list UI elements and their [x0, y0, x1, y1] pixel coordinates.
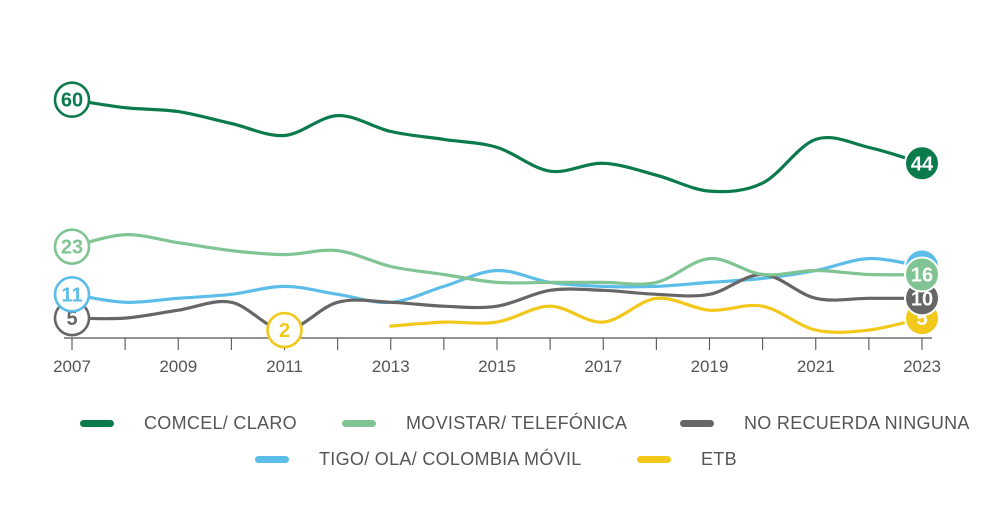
x-tick-label: 2023: [903, 357, 941, 376]
legend-label: NO RECUERDA NINGUNA: [744, 412, 970, 433]
legend-item-tigo-ola-colombia-movil: TIGO/ OLA/ COLOMBIA MÓVIL: [255, 444, 582, 474]
legend-swatch-no-recuerda-ninguna: [680, 419, 714, 427]
legend-item-comcel-claro: COMCEL/ CLARO: [80, 408, 297, 438]
x-tick-label: 2021: [797, 357, 835, 376]
series-line-no-recuerda-ninguna: [70, 272, 924, 332]
legend-swatch-comcel-claro: [80, 419, 114, 427]
legend-swatch-movistar-telefonica: [342, 419, 376, 427]
end-label-no-recuerda-ninguna: 10: [911, 288, 933, 310]
x-tick-label: 2013: [372, 357, 410, 376]
x-tick-label: 2019: [691, 357, 729, 376]
x-tick-label: 2007: [53, 357, 91, 376]
start-label-tigo-ola-colombia-movil: 11: [61, 284, 82, 306]
legend-item-movistar-telefonica: MOVISTAR/ TELEFÓNICA: [342, 408, 627, 438]
end-label-comcel-claro: 44: [911, 153, 934, 175]
start-label-movistar-telefonica: 23: [61, 237, 83, 259]
x-tick-label: 2011: [266, 357, 303, 376]
start-label-movistar-telefonica-marker: [53, 228, 91, 265]
series-line-tigo-ola-colombia-movil: [70, 256, 924, 305]
start-label-comcel-claro: 60: [61, 90, 83, 112]
x-tick-label: 2009: [159, 357, 197, 376]
series-line-comcel-claro: [70, 98, 924, 194]
end-label-movistar-telefonica: 16: [911, 264, 933, 286]
mid-label-no-recuerda-ninguna: 2: [279, 320, 290, 342]
end-label-etb: 5: [916, 308, 927, 330]
legend-label: ETB: [701, 448, 737, 469]
x-tick-label: 2015: [478, 357, 516, 376]
legend-item-no-recuerda-ninguna: NO RECUERDA NINGUNA: [680, 408, 970, 438]
end-label-movistar-telefonica-marker: [904, 256, 940, 293]
legend-swatch-tigo-ola-colombia-movil: [255, 455, 289, 463]
end-label-comcel-claro-marker: [904, 145, 940, 182]
x-tick-label: 2017: [584, 357, 622, 376]
mid-label-no-recuerda-ninguna-marker: [266, 311, 303, 349]
start-label-no-recuerda-ninguna: 5: [66, 308, 77, 330]
line-chart: 2007 2009 2011 2013 2015 2017 2019 2021 2023 60 2…: [53, 81, 941, 376]
legend-label: TIGO/ OLA/ COLOMBIA MÓVIL: [319, 448, 582, 469]
x-axis: 2007 2009 2011 2013 2015 2017 2019 2021 2023: [53, 337, 941, 376]
legend-label: COMCEL/ CLARO: [144, 412, 297, 433]
start-label-tigo-ola-colombia-movil-marker: [53, 276, 91, 313]
legend-label: MOVISTAR/ TELEFÓNICA: [406, 412, 628, 433]
legend-item-etb: ETB: [637, 444, 737, 474]
series-line-movistar-telefonica: [70, 233, 924, 286]
series-lines: [70, 98, 924, 334]
start-label-comcel-claro-marker: [53, 81, 91, 119]
legend: COMCEL/ CLARO MOVISTAR/ TELEFÓNICA NO RE…: [0, 408, 1000, 478]
end-point-labels: 60235211518101644: [53, 81, 940, 349]
series-line-etb: [389, 296, 924, 334]
legend-swatch-etb: [637, 455, 671, 463]
